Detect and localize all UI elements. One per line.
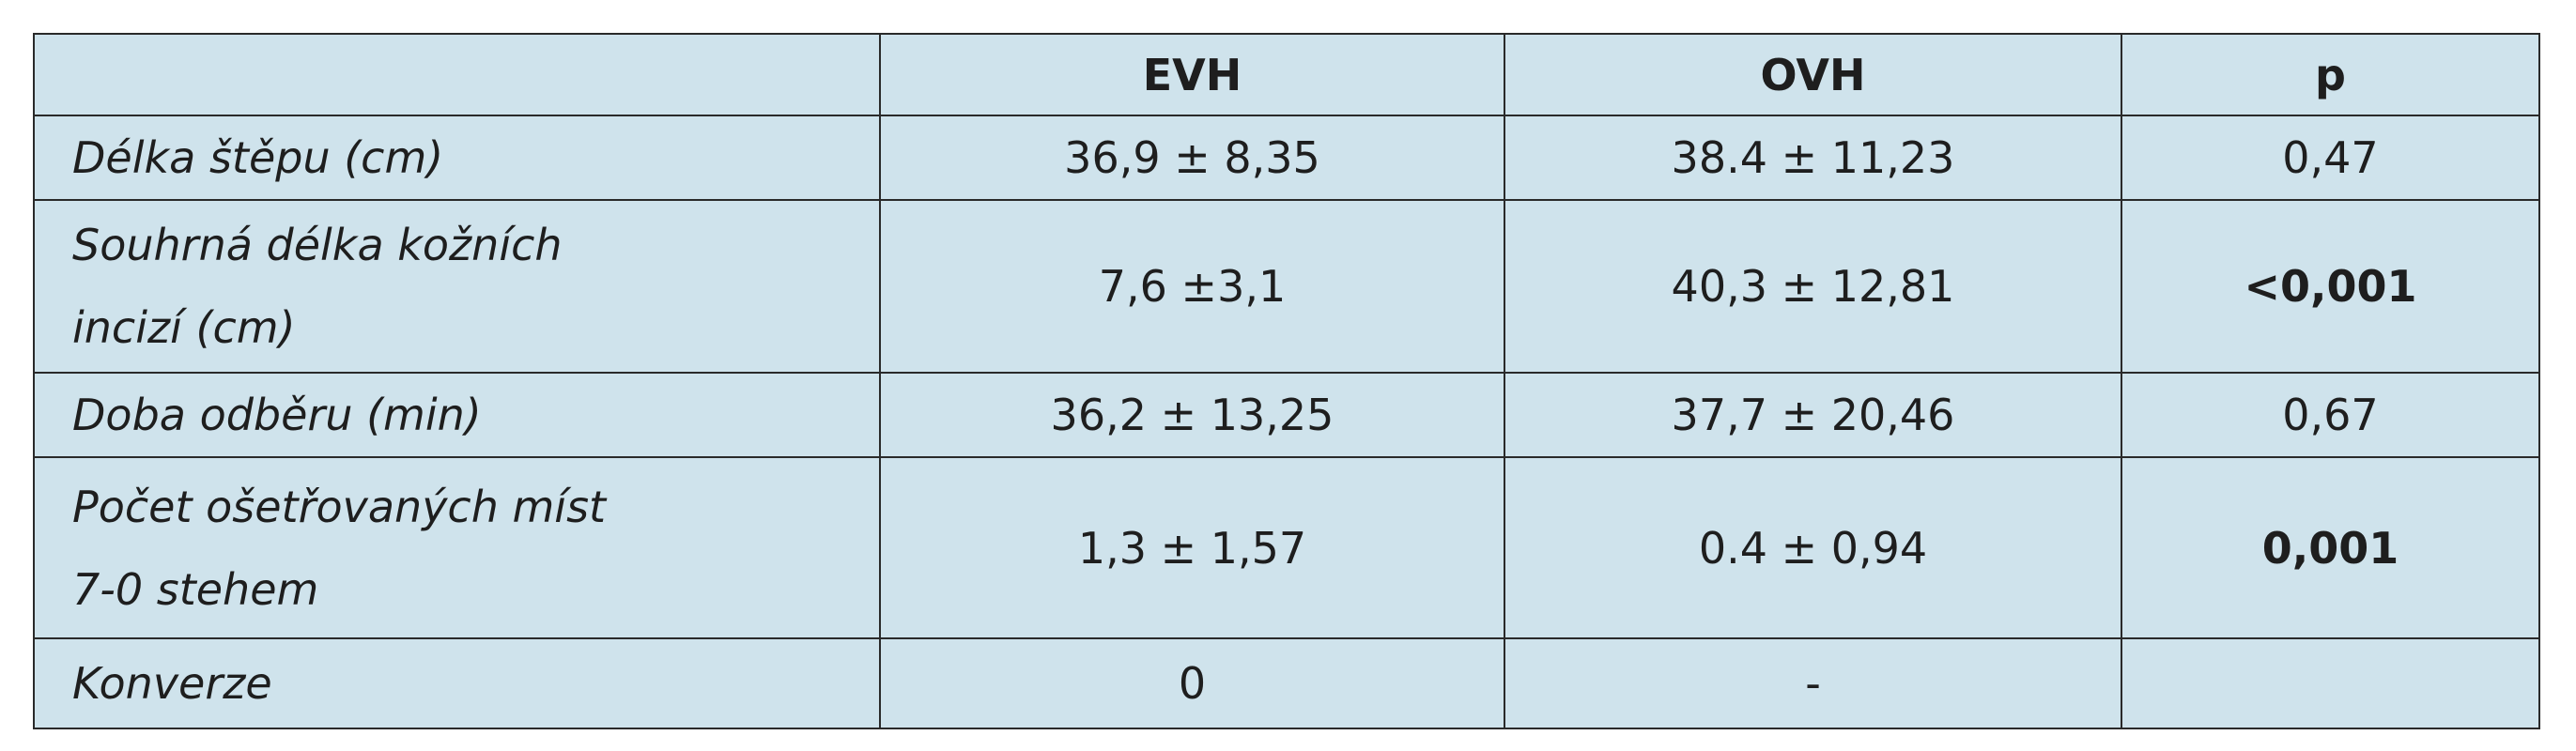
row-label: Délka štěpu (cm) xyxy=(33,115,881,201)
header-row: EVH OVH p xyxy=(33,33,2540,116)
label-line: Počet ošetřovaných míst xyxy=(72,481,607,532)
label-line: Doba odběru (min) xyxy=(72,390,482,440)
row-label: Doba odběru (min) xyxy=(33,372,881,458)
cell: 40,3 ± 12,81 xyxy=(1504,199,2122,374)
header-cell: OVH xyxy=(1504,33,2122,116)
cell: 36,2 ± 13,25 xyxy=(879,372,1505,458)
row: Konverze 0 - xyxy=(33,637,2540,729)
label-line: Délka štěpu (cm) xyxy=(72,132,444,183)
header-cell: p xyxy=(2121,33,2540,116)
cell: 0.4 ± 0,94 xyxy=(1504,456,2122,639)
label-line: incizí (cm) xyxy=(72,302,296,353)
cell: 0 xyxy=(879,637,1505,729)
row: Souhrná délka kožních incizí (cm) 7,6 ±3,… xyxy=(33,199,2540,374)
cell: 0,001 xyxy=(2121,456,2540,639)
cell: - xyxy=(1504,637,2122,729)
header-cell: EVH xyxy=(879,33,1505,116)
cell: 38.4 ± 11,23 xyxy=(1504,115,2122,201)
cell: 0,47 xyxy=(2121,115,2540,201)
cell: 37,7 ± 20,46 xyxy=(1504,372,2122,458)
cell: 7,6 ±3,1 xyxy=(879,199,1505,374)
row: Délka štěpu (cm) 36,9 ± 8,35 38.4 ± 11,2… xyxy=(33,115,2540,201)
cell: 36,9 ± 8,35 xyxy=(879,115,1505,201)
row-label: Počet ošetřovaných míst 7-0 stehem xyxy=(33,456,881,639)
cell xyxy=(2121,637,2540,729)
results-table: EVH OVH p Délka štěpu (cm) 36,9 ± 8,35 3… xyxy=(33,33,2540,729)
row: Počet ošetřovaných míst 7-0 stehem 1,3 ± … xyxy=(33,456,2540,639)
cell: 0,67 xyxy=(2121,372,2540,458)
label-line: Souhrná délka kožních xyxy=(72,220,563,270)
row-label: Souhrná délka kožních incizí (cm) xyxy=(33,199,881,374)
cell: <0,001 xyxy=(2121,199,2540,374)
label-line: 7-0 stehem xyxy=(72,563,319,615)
cell: 1,3 ± 1,57 xyxy=(879,456,1505,639)
label-line: Konverze xyxy=(72,658,272,709)
row-label: Konverze xyxy=(33,637,881,729)
header-cell xyxy=(33,33,881,116)
row: Doba odběru (min) 36,2 ± 13,25 37,7 ± 20… xyxy=(33,372,2540,458)
